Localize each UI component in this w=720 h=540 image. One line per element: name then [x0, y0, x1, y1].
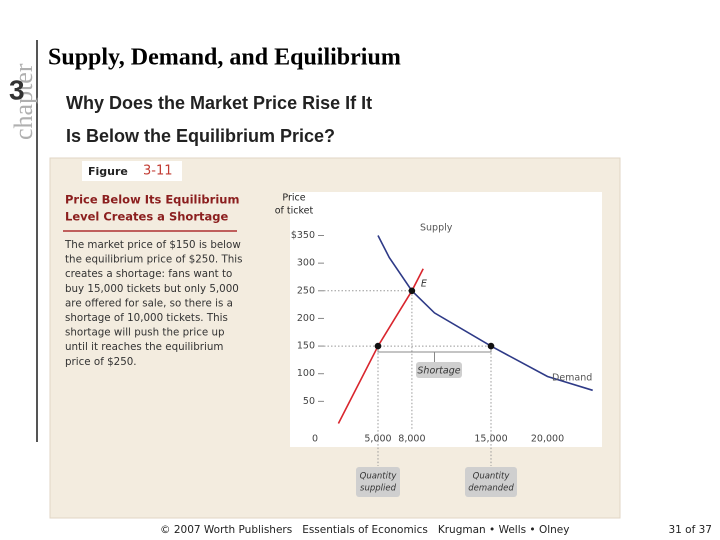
y-tick-label: 50: [303, 396, 315, 407]
y-axis-label: Price: [282, 193, 305, 204]
y-tick-label: 300: [297, 258, 315, 269]
label-box: [416, 362, 462, 378]
label-box: [356, 467, 400, 497]
point: [374, 342, 382, 350]
y-tick-label: $350: [291, 230, 315, 241]
quantity-label: supplied: [360, 484, 397, 494]
chapter-word: chapter: [9, 63, 38, 140]
shortage-bracket: [377, 348, 492, 362]
y-axis-label: of ticket: [275, 206, 314, 217]
point: [487, 342, 495, 350]
quantity-label: demanded: [468, 484, 514, 494]
subtitle: Why Does the Market Price Rise If It: [66, 93, 372, 113]
slide-title: Supply, Demand, and Equilibrium: [48, 45, 401, 71]
body-line: the equilibrium price of $250. This: [65, 254, 243, 266]
body-line: are offered for sale, so there is a: [65, 297, 233, 309]
curve: [377, 235, 593, 392]
y-tick-label: 100: [297, 368, 315, 379]
figure-heading: Price Below Its Equilibrium: [65, 193, 239, 207]
body-line: creates a shortage: fans want to: [65, 268, 232, 280]
subtitle: Is Below the Equilibrium Price?: [66, 126, 335, 146]
figure-tab: [82, 161, 182, 181]
label-box: [465, 467, 517, 497]
x-tick-label: 15,000: [474, 434, 507, 445]
legend-label: Demand: [552, 373, 592, 384]
x-tick-label: 0: [312, 434, 318, 445]
quantity-label: Quantity: [360, 472, 398, 482]
y-tick-label: 150: [297, 341, 315, 352]
quantity-label: Quantity: [473, 472, 511, 482]
point: [408, 287, 416, 295]
shortage-label: Shortage: [417, 366, 460, 377]
body-line: buy 15,000 tickets but only 5,000: [65, 283, 239, 295]
chapter-number: 3: [9, 74, 25, 105]
footer: © 2007 Worth Publishers Essentials of Ec…: [160, 524, 569, 536]
body-line: shortage of 10,000 tickets. This: [65, 312, 228, 324]
x-tick-label: 5,000: [364, 434, 391, 445]
figure-body: The market price of $150 is below the equ…: [64, 239, 243, 368]
page-number: 31 of 37: [668, 524, 712, 536]
figure-number: 3-11: [143, 164, 173, 179]
curve: [337, 268, 424, 424]
x-tick-label: 20,000: [531, 434, 564, 445]
chart: Price of ticket 50 100 150 200 250 300 $350 0 5,00…: [275, 193, 593, 497]
body-line: shortage will push the price up: [65, 327, 225, 339]
legend-label: Supply: [420, 223, 453, 234]
body-line: price of $250.: [65, 356, 137, 368]
figure-heading: Level Creates a Shortage: [65, 210, 228, 224]
figure-label: Figure: [88, 165, 128, 178]
body-line: until it reaches the equilibrium: [65, 341, 223, 353]
body-line: The market price of $150 is below: [64, 239, 241, 251]
equilibrium-label: E: [421, 278, 427, 289]
y-tick-label: 200: [297, 313, 315, 324]
x-tick-label: 8,000: [398, 434, 425, 445]
y-tick-label: 250: [297, 285, 315, 296]
